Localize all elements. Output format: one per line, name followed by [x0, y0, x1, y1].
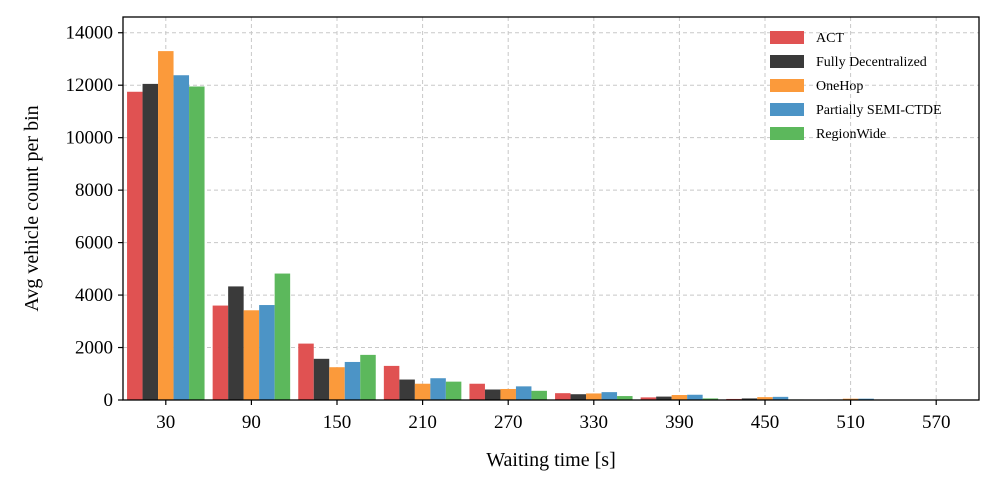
bar-act-30	[127, 91, 143, 400]
bar-regionwide-150	[360, 354, 376, 400]
bar-onehop-450	[757, 397, 773, 400]
bar-fully-decentralized-390	[656, 396, 672, 400]
bar-partially-semi-ctde-450	[772, 396, 789, 400]
y-tick-label: 8000	[75, 180, 113, 201]
bar-act-90	[212, 305, 229, 400]
bar-regionwide-90	[274, 273, 291, 400]
bar-act-150	[298, 343, 314, 400]
bar-fully-decentralized-450	[741, 398, 758, 400]
x-axis-title: Waiting time [s]	[486, 449, 615, 471]
bar-regionwide-30	[189, 86, 205, 400]
legend-swatch	[770, 31, 804, 44]
bar-act-330	[555, 393, 571, 400]
bar-regionwide-210	[445, 381, 462, 400]
x-axis: 30 90 150 210 270 330 390 450 510 570	[156, 400, 950, 433]
bar-partially-semi-ctde-270	[515, 386, 532, 400]
y-tick-label: 10000	[66, 128, 114, 149]
bar-onehop-90	[243, 310, 260, 400]
bar-onehop-330	[586, 393, 602, 400]
legend-label: Fully Decentralized	[816, 55, 927, 70]
plot-frame	[122, 16, 980, 401]
legend-label: OneHop	[816, 79, 863, 94]
bar-partially-semi-ctde-210	[430, 378, 446, 400]
bar-onehop-510	[842, 398, 859, 400]
bar-partially-semi-ctde-510	[858, 398, 874, 400]
y-tick-label: 6000	[75, 233, 113, 254]
y-tick-label: 12000	[66, 75, 114, 96]
y-tick-label: 14000	[66, 23, 114, 44]
legend-label: RegionWide	[816, 127, 886, 142]
bar-fully-decentralized-150	[313, 358, 330, 400]
y-tick-label: 4000	[75, 285, 113, 306]
x-tick-label: 510	[836, 412, 865, 433]
bar-partially-semi-ctde-150	[344, 361, 361, 400]
x-tick-label: 210	[408, 412, 437, 433]
x-tick-label: 330	[580, 412, 609, 433]
legend: ACT Fully Decentralized OneHop Partially SE…	[770, 31, 942, 142]
bar-fully-decentralized-330	[570, 394, 587, 400]
x-tick-label: 390	[665, 412, 694, 433]
bar-onehop-270	[500, 388, 516, 400]
x-tick-label: 570	[922, 412, 951, 433]
bar-act-390	[640, 397, 657, 400]
bar-act-210	[383, 365, 400, 400]
bar-fully-decentralized-210	[399, 379, 415, 400]
bar-regionwide-330	[617, 396, 633, 400]
bar-onehop-390	[671, 395, 688, 400]
y-tick-label: 0	[104, 390, 114, 411]
bar-onehop-210	[414, 383, 431, 400]
bar-partially-semi-ctde-390	[687, 394, 703, 400]
bar-regionwide-390	[702, 398, 719, 400]
bar-fully-decentralized-270	[484, 389, 501, 400]
bar-act-270	[469, 383, 485, 400]
bar-partially-semi-ctde-330	[601, 392, 618, 400]
bar-regionwide-270	[531, 390, 547, 400]
y-axis: 0 2000 4000 6000 8000 10000 12000 14000	[66, 23, 123, 411]
x-tick-label: 150	[323, 412, 352, 433]
x-tick-label: 30	[156, 412, 175, 433]
bar-fully-decentralized-30	[142, 83, 159, 401]
bar-onehop-150	[329, 367, 345, 400]
legend-swatch	[770, 127, 804, 140]
bar-partially-semi-ctde-90	[259, 305, 275, 400]
x-tick-label: 270	[494, 412, 523, 433]
y-axis-title: Avg vehicle count per bin	[21, 105, 43, 311]
bar-fully-decentralized-90	[228, 286, 244, 400]
legend-swatch	[770, 55, 804, 68]
legend-swatch	[770, 103, 804, 116]
legend-label: Partially SEMI-CTDE	[816, 103, 942, 118]
bar-partially-semi-ctde-30	[173, 75, 190, 400]
bar-onehop-30	[158, 51, 174, 400]
legend-label: ACT	[816, 31, 844, 46]
y-tick-label: 2000	[75, 338, 113, 359]
bars	[127, 51, 975, 401]
x-tick-label: 90	[242, 412, 261, 433]
x-tick-label: 450	[751, 412, 780, 433]
legend-swatch	[770, 79, 804, 92]
